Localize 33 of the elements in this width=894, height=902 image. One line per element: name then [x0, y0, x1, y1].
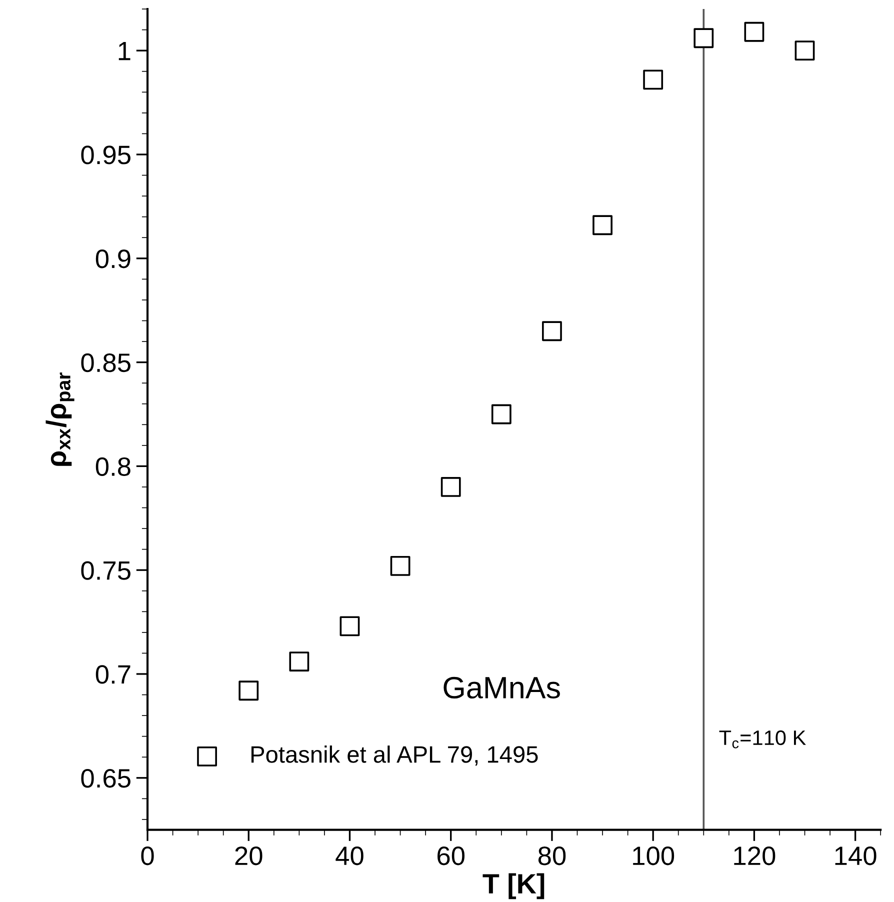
x-tick-label: 140: [835, 846, 876, 866]
y-tick-label: 1: [118, 42, 130, 60]
x-tick-label: 80: [538, 846, 566, 866]
point: [694, 28, 714, 48]
x-tick-label: 100: [633, 846, 674, 866]
point: [440, 477, 461, 497]
point: [340, 616, 360, 636]
legend-label: Potasnik et al APL 79, 1495: [251, 746, 538, 766]
y-axis-title: ρ$_{xx}$/ρ$_{par}$: [46, 372, 74, 466]
y-tick-label: 0.9: [96, 250, 130, 268]
point: [289, 652, 310, 672]
point: [491, 404, 512, 424]
y-tick-label: 0.85: [81, 353, 130, 372]
y-tick-label: 0.95: [81, 146, 130, 164]
point: [643, 70, 664, 90]
point: [390, 556, 410, 576]
y-tick-label: 0.65: [81, 769, 130, 788]
x-tick-label: 120: [734, 846, 776, 866]
point: [592, 215, 612, 236]
point: [744, 22, 764, 42]
point: [794, 40, 815, 61]
y-tick-label: 0.7: [96, 665, 130, 684]
y-tick-label: 0.8: [96, 457, 130, 476]
ref-line-label: T$_{c}$=110 K: [719, 730, 806, 748]
x-tick-label: 0: [141, 846, 154, 866]
x-axis-title: T [K]: [482, 873, 544, 900]
x-tick-label: 20: [235, 846, 262, 866]
x-tick-label: 40: [336, 846, 364, 866]
point: [542, 321, 562, 342]
point: [238, 680, 259, 701]
annotation: GaMnAs: [444, 676, 560, 699]
y-tick-label: 0.75: [81, 561, 130, 580]
x-tick-label: 60: [438, 846, 464, 866]
